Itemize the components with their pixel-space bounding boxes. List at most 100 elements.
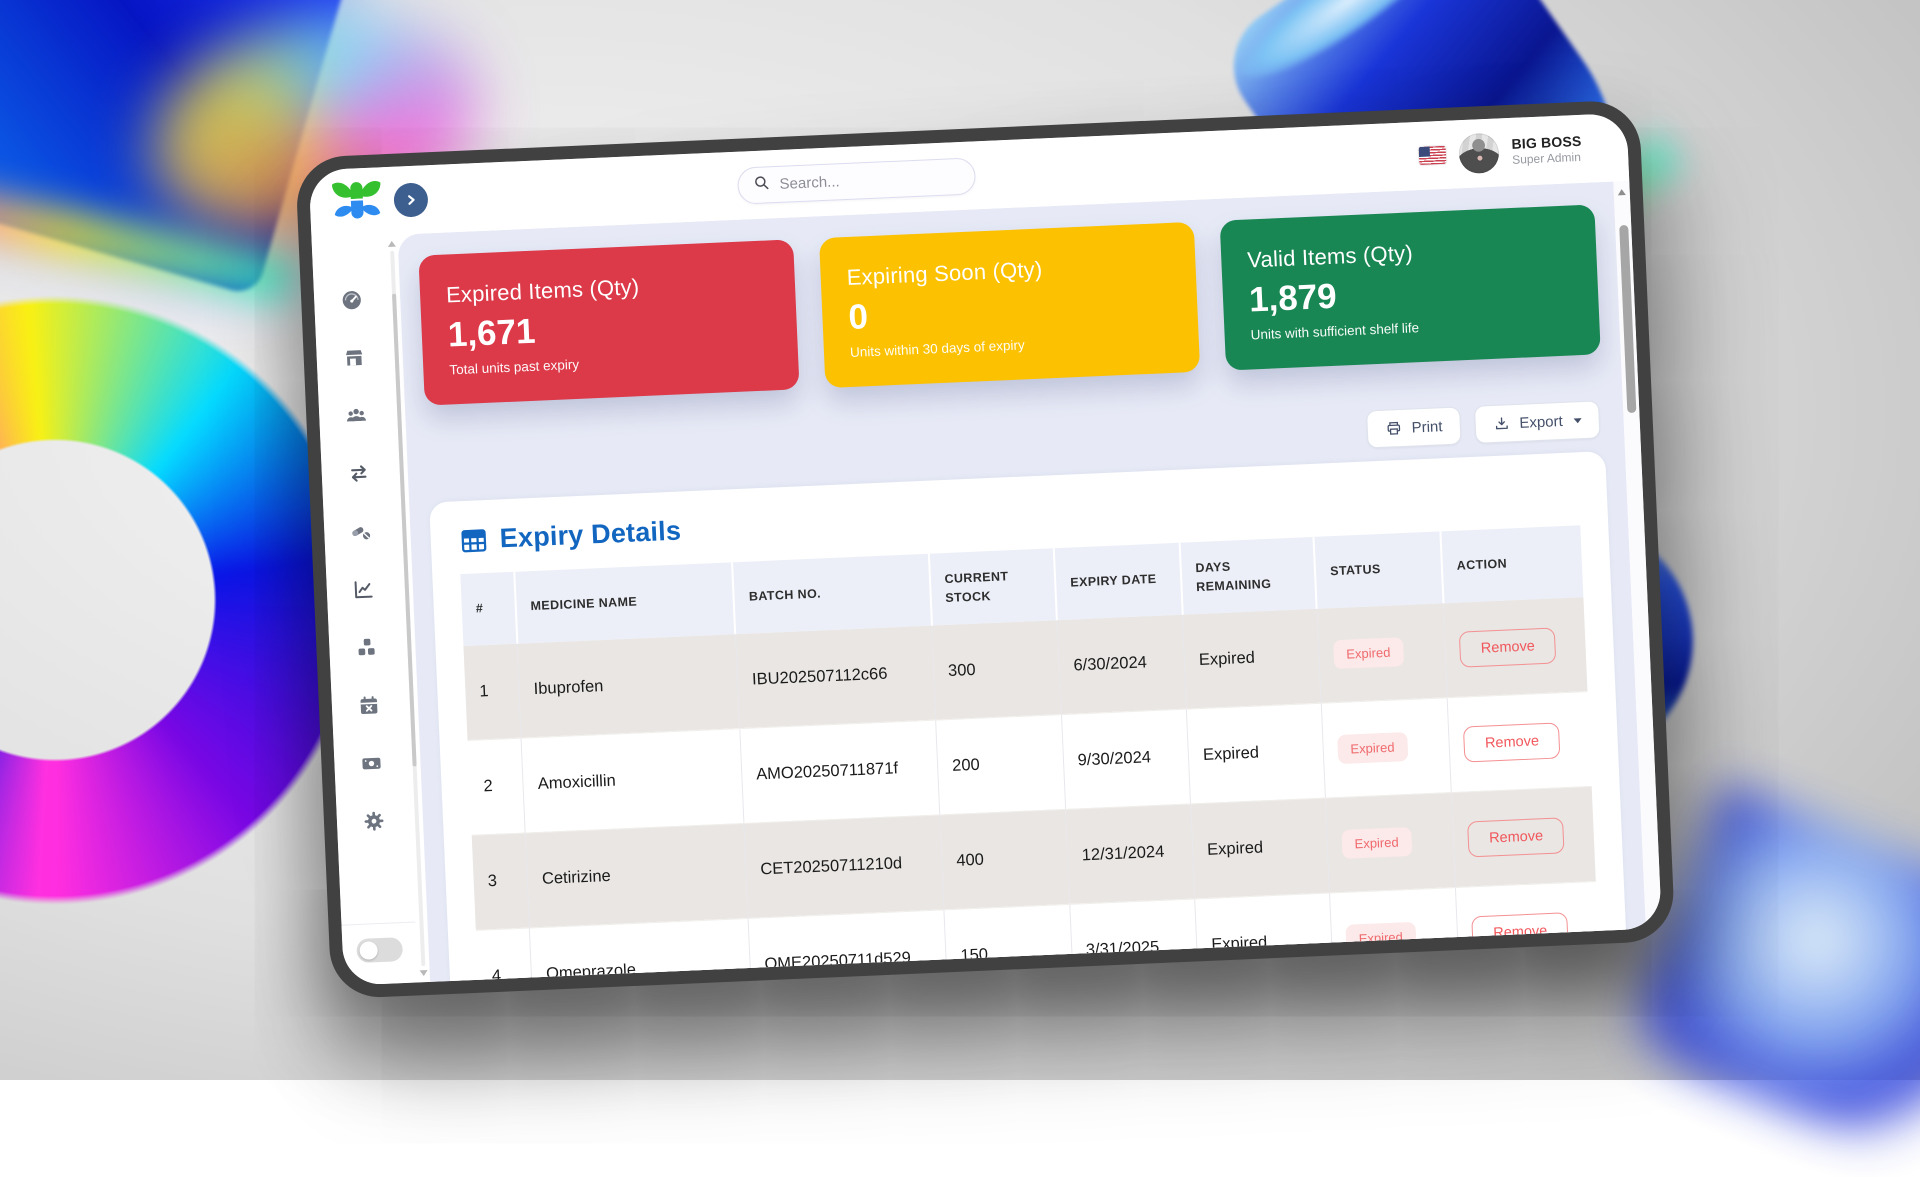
col-header-status: STATUS xyxy=(1314,531,1444,608)
cell-days: Expired xyxy=(1187,703,1326,804)
stat-title: Valid Items (Qty) xyxy=(1247,233,1571,273)
logo-area xyxy=(309,169,501,232)
store-icon xyxy=(342,346,366,370)
dashboard-icon xyxy=(339,288,363,312)
cell-expiry: 12/31/2024 xyxy=(1065,804,1195,904)
cell-expiry: 9/30/2024 xyxy=(1061,709,1191,809)
remove-button[interactable]: Remove xyxy=(1459,627,1556,667)
cell-stock: 400 xyxy=(940,809,1070,909)
col-header-medicine: MEDICINE NAME xyxy=(514,562,736,643)
cell-action: Remove xyxy=(1452,786,1596,887)
sidebar-item-sales[interactable] xyxy=(333,733,409,794)
cash-icon xyxy=(359,751,384,776)
cell-medicine: Omeprazole xyxy=(530,918,753,986)
stat-title: Expired Items (Qty) xyxy=(446,268,770,308)
user-block[interactable]: BIG BOSS Super Admin xyxy=(1511,133,1582,169)
cell-batch: CET20250711210d xyxy=(744,814,944,917)
toggle-zone xyxy=(341,921,418,985)
cell-status: Expired xyxy=(1317,603,1448,703)
users-icon xyxy=(344,403,369,428)
stat-card-valid: Valid Items (Qty) 1,879 Units with suffi… xyxy=(1220,204,1601,370)
sidebar-item-store[interactable] xyxy=(316,327,392,388)
cell-action: Remove xyxy=(1443,597,1587,698)
col-header-num: # xyxy=(460,572,517,646)
col-header-action: ACTION xyxy=(1440,525,1583,603)
expiry-table: # MEDICINE NAME BATCH NO. CURRENT STOCK … xyxy=(460,525,1600,985)
sidebar-item-expiry[interactable] xyxy=(331,675,407,736)
sidebar-expand-button[interactable] xyxy=(393,182,428,217)
chart-icon xyxy=(351,577,376,602)
remove-button[interactable]: Remove xyxy=(1467,817,1564,857)
export-button[interactable]: Export xyxy=(1474,400,1601,443)
sidebar-item-dashboard[interactable] xyxy=(313,269,389,330)
col-header-expiry: EXPIRY DATE xyxy=(1054,543,1183,620)
sidebar-item-users[interactable] xyxy=(318,385,394,446)
status-badge: Expired xyxy=(1345,922,1416,954)
status-badge: Expired xyxy=(1337,732,1408,764)
pharmacy-dashboard-app: BIG BOSS Super Admin xyxy=(309,113,1662,986)
scroll-up-icon[interactable] xyxy=(388,241,396,247)
search-input[interactable] xyxy=(779,168,961,193)
topbar-right: BIG BOSS Super Admin xyxy=(1418,127,1629,176)
cell-expiry: 6/30/2024 xyxy=(1057,614,1187,714)
cell-stock: 300 xyxy=(932,620,1062,720)
chevron-right-icon xyxy=(401,190,422,211)
search-icon xyxy=(752,173,771,197)
scroll-down-icon[interactable] xyxy=(420,970,428,976)
printer-icon xyxy=(1384,419,1403,438)
cell-batch: IBU202507112c66 xyxy=(736,625,936,728)
stat-value: 1,879 xyxy=(1248,266,1572,320)
print-button[interactable]: Print xyxy=(1366,406,1461,448)
cell-medicine: Amoxicillin xyxy=(521,728,744,832)
export-label: Export xyxy=(1519,412,1563,431)
cell-batch: AMO20250711871f xyxy=(740,720,940,823)
app-window-frame: BIG BOSS Super Admin xyxy=(295,99,1675,999)
print-label: Print xyxy=(1411,418,1443,436)
cell-action: Remove xyxy=(1447,691,1591,792)
cell-stock: 200 xyxy=(936,714,1066,814)
cell-num: 2 xyxy=(468,738,526,835)
language-flag-us[interactable] xyxy=(1419,146,1447,165)
stat-card-expiring-soon: Expiring Soon (Qty) 0 Units within 30 da… xyxy=(819,222,1200,388)
cell-medicine: Cetirizine xyxy=(525,823,748,927)
stat-title: Expiring Soon (Qty) xyxy=(846,250,1170,290)
status-badge: Expired xyxy=(1333,637,1404,669)
expiry-details-card: Expiry Details # MEDICINE NAME BATCH NO. xyxy=(429,451,1628,986)
cell-medicine: Ibuprofen xyxy=(517,634,740,738)
calendar-x-icon xyxy=(356,693,381,718)
transfer-icon xyxy=(346,461,371,486)
avatar[interactable] xyxy=(1458,133,1500,175)
boxes-icon xyxy=(354,635,379,660)
download-icon xyxy=(1492,414,1511,433)
sidebar-item-medicines[interactable] xyxy=(323,501,399,562)
sidebar-item-transfers[interactable] xyxy=(321,443,397,504)
cell-days: Expired xyxy=(1182,608,1321,708)
sidebar-item-reports[interactable] xyxy=(326,559,402,620)
scroll-up-icon[interactable] xyxy=(1618,189,1626,195)
col-header-days: DAYS REMAINING xyxy=(1179,537,1317,614)
sidebar-item-settings[interactable] xyxy=(336,791,412,852)
stat-value: 1,671 xyxy=(447,301,771,355)
settings-icon xyxy=(361,809,386,834)
table-grid-icon xyxy=(458,524,489,555)
user-role: Super Admin xyxy=(1512,150,1583,168)
col-header-batch: BATCH NO. xyxy=(732,554,931,634)
cell-days: Expired xyxy=(1191,798,1330,899)
stat-value: 0 xyxy=(848,283,1172,337)
col-header-stock: CURRENT STOCK xyxy=(928,548,1057,625)
sidebar-item-stock[interactable] xyxy=(328,617,404,678)
page-title: Expiry Details xyxy=(499,516,682,555)
cell-status: Expired xyxy=(1321,697,1452,797)
main-content: Expired Items (Qty) 1,671 Total units pa… xyxy=(397,182,1645,982)
body-row: Expired Items (Qty) 1,671 Total units pa… xyxy=(312,181,1662,986)
theme-toggle[interactable] xyxy=(356,937,403,963)
pills-icon xyxy=(349,519,374,544)
stat-cards: Expired Items (Qty) 1,671 Total units pa… xyxy=(418,204,1600,405)
remove-button[interactable]: Remove xyxy=(1463,722,1560,762)
cell-num: 1 xyxy=(463,643,521,740)
main-scroll-thumb[interactable] xyxy=(1619,225,1636,413)
cell-num: 3 xyxy=(472,833,530,930)
cell-status: Expired xyxy=(1325,792,1456,892)
search-bar[interactable] xyxy=(737,157,976,204)
cell-num: 4 xyxy=(476,927,534,985)
